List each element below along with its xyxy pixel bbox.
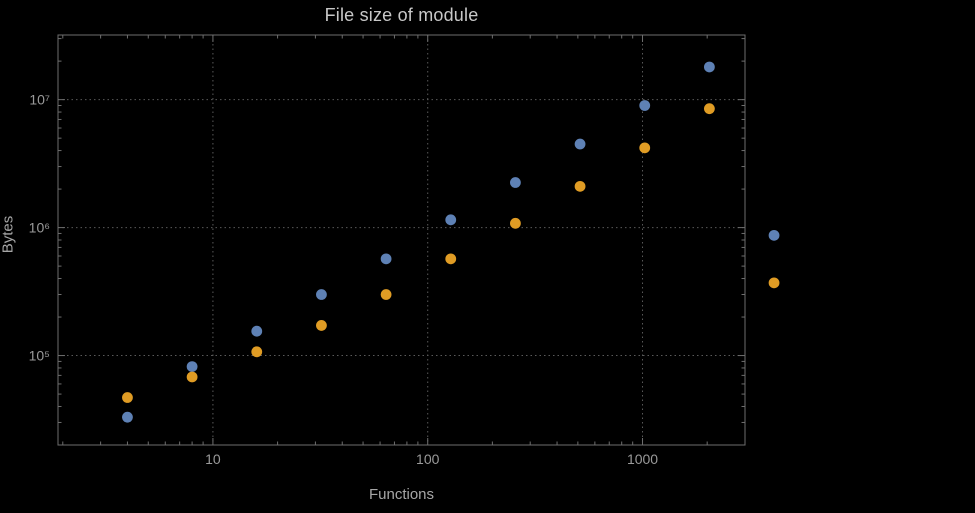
point-series-orange-x2048 — [703, 103, 715, 115]
x-axis-label: Functions — [368, 486, 435, 503]
point-series-blue-x32 — [316, 289, 327, 300]
point-series-orange-x512 — [574, 180, 586, 192]
point-series-blue-x64 — [380, 253, 392, 265]
point-series-orange-x64 — [380, 289, 392, 300]
y-axis-label: Bytes — [0, 215, 17, 254]
point-series-blue-x512 — [574, 138, 586, 150]
point-series-orange-x256 — [510, 217, 521, 229]
y-tick-label-1000000: 10⁶ — [29, 220, 50, 236]
point-series-blue-x128 — [445, 214, 457, 226]
point-series-blue-x1024 — [639, 100, 651, 111]
point-series-blue-x8 — [186, 361, 198, 372]
point-series-orange-x8 — [186, 371, 198, 383]
point-series-orange-x4096 — [768, 277, 780, 289]
point-series-blue-x16 — [251, 325, 263, 337]
x-tick-label-1000: 1000 — [627, 451, 658, 467]
point-series-orange-x4 — [122, 392, 133, 403]
y-tick-label-10000000: 10⁷ — [29, 92, 50, 108]
point-series-blue-x256 — [510, 177, 521, 188]
point-series-blue-x2048 — [703, 61, 715, 73]
point-series-orange-x1024 — [639, 142, 651, 154]
point-series-blue-x4096 — [768, 229, 780, 241]
plot-frame — [57, 34, 746, 446]
y-tick-label-100000: 10⁵ — [29, 348, 50, 364]
point-series-blue-x4 — [122, 411, 133, 423]
point-series-orange-x16 — [251, 346, 263, 358]
x-tick-label-100: 100 — [416, 451, 440, 467]
point-series-orange-x128 — [445, 253, 457, 265]
point-series-orange-x32 — [316, 320, 327, 331]
x-tick-label-10: 10 — [205, 451, 221, 467]
chart-title: File size of module — [324, 5, 479, 25]
